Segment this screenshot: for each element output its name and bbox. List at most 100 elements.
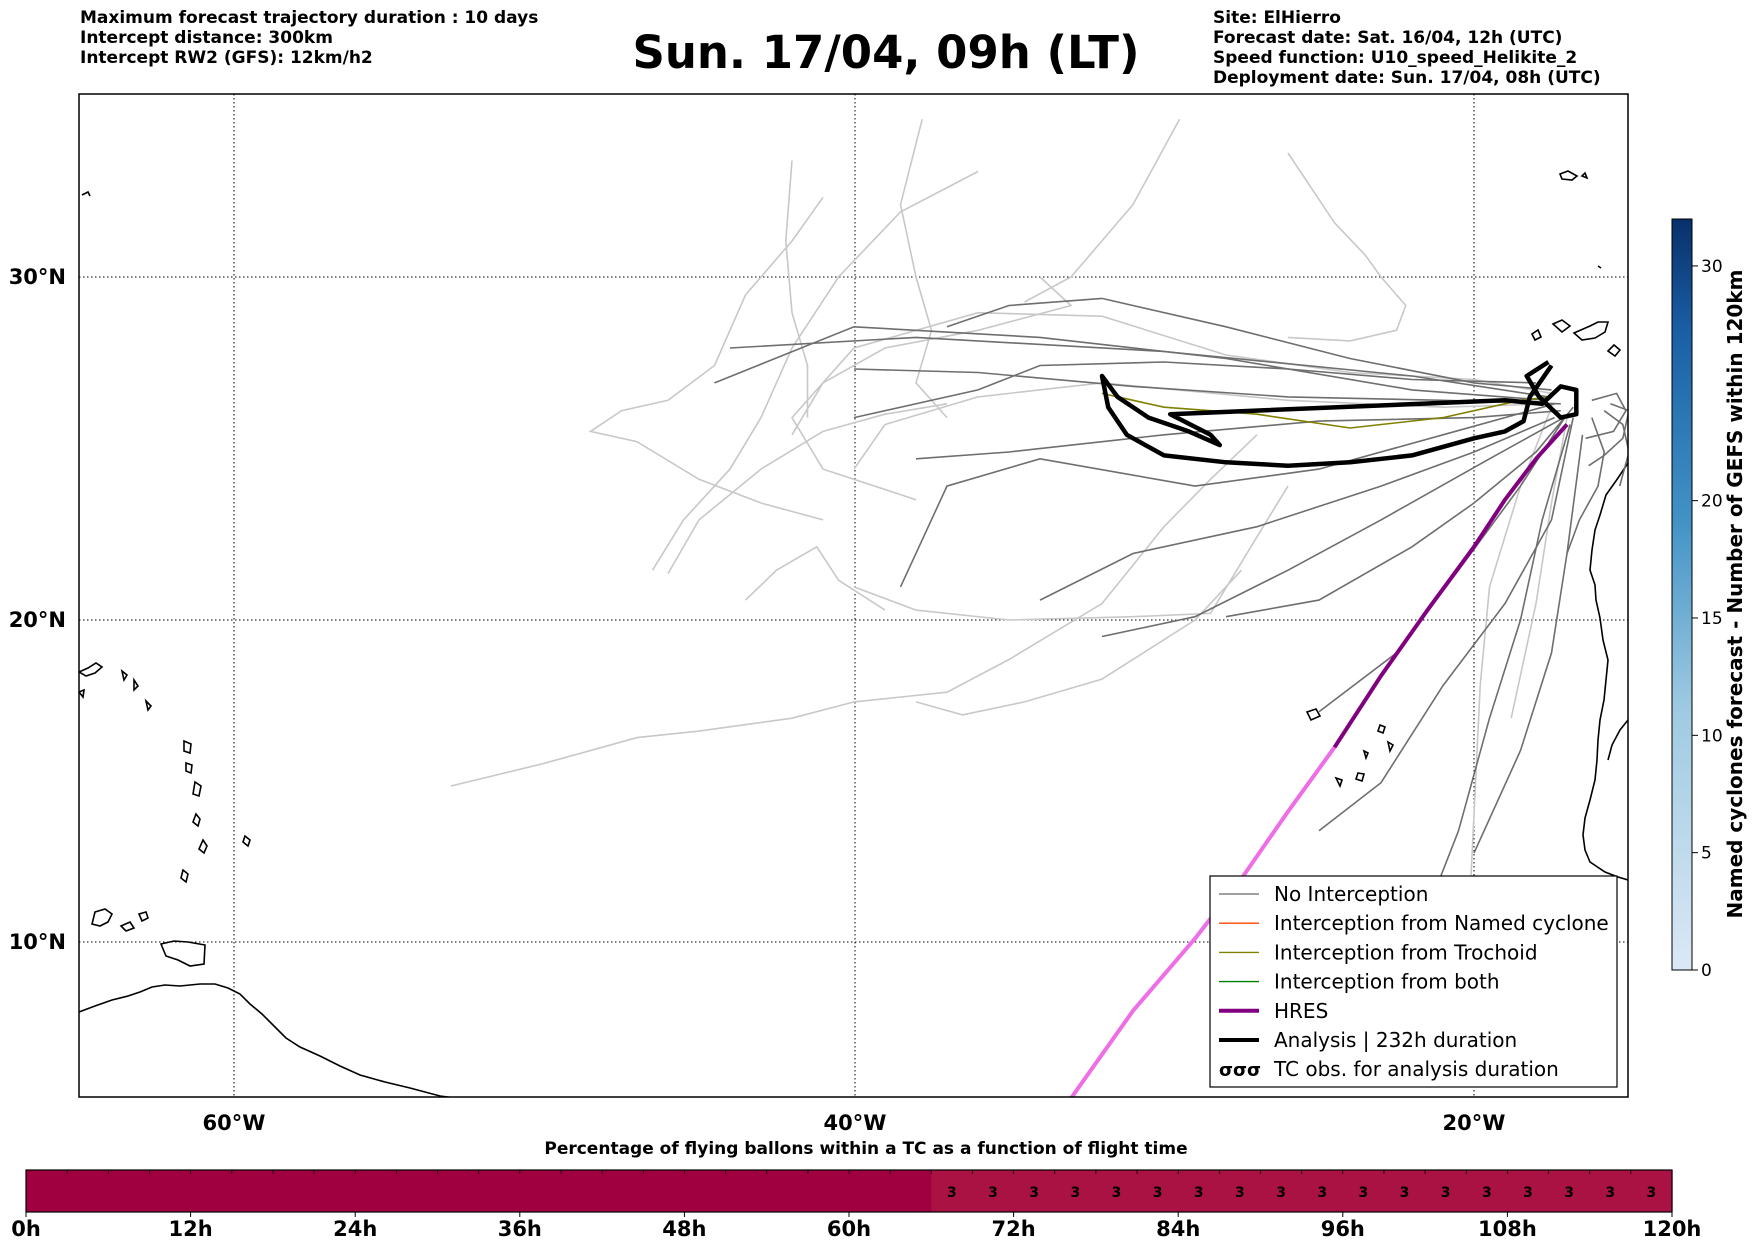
colorbar-tick-5: 30 (1701, 257, 1723, 277)
flight-bar-cell-11 (478, 1170, 521, 1212)
flight-bar-value-39: 3 (1647, 1185, 1657, 1201)
flight-bar-cell-31 (1301, 1170, 1344, 1212)
flight-bar-cell-3 (149, 1170, 192, 1212)
colorbar-gradient (1671, 218, 1693, 971)
trajectory-dark-4 (714, 325, 1549, 402)
trajectory-dark-1 (946, 297, 1552, 391)
lesser-antilles-coast (180, 739, 251, 884)
trajectory-dark-11 (1318, 417, 1574, 832)
flight-bar-cell-37 (1548, 1170, 1591, 1212)
legend-item-2: Interception from Trochoid (1219, 940, 1538, 964)
flight-bar-cell-25 (1054, 1170, 1097, 1212)
flight-bar-value-30: 3 (1276, 1185, 1286, 1201)
colorbar-tick-2: 10 (1701, 726, 1723, 746)
flight-bar-cell-14 (602, 1170, 644, 1212)
trajectory-dark-14 (1566, 417, 1606, 554)
flight-bar-cell-10 (437, 1170, 480, 1212)
flight-time-bar-title: Percentage of flying ballons within a TC… (544, 1139, 1187, 1159)
trajectory-light-5 (784, 160, 809, 418)
flight-time-percentage-bar: 3 3 3 3 3 3 3 3 3 3 3 3 3 3 3 3 3 3 (25, 1169, 1673, 1213)
trajectory-light-12 (667, 403, 948, 574)
x-tick-60w: 60°W (203, 1111, 266, 1135)
trajectory-duration-text: Maximum forecast trajectory duration : 1… (80, 8, 539, 28)
flight-bar-tick-1: 12h (169, 1217, 213, 1241)
flight-bar-cell-29 (1219, 1170, 1262, 1212)
flight-bar-tick-4: 48h (662, 1217, 706, 1241)
header-left-info: Maximum forecast trajectory duration : 1… (80, 8, 538, 68)
flight-bar-value-22: 3 (947, 1185, 957, 1201)
legend-label-5: Analysis | 232h duration (1274, 1028, 1517, 1052)
x-tick-40w: 40°W (824, 1111, 887, 1135)
legend-label-0: No Interception (1274, 882, 1428, 906)
legend-label-6: TC obs. for analysis duration (1273, 1057, 1559, 1081)
legend-label-4: HRES (1274, 999, 1328, 1023)
colorbar-ticks: 0 5 10 15 20 30 (1692, 257, 1723, 981)
trajectory-dark-8 (1101, 416, 1565, 638)
legend-item-1: Interception from Named cyclone (1219, 911, 1609, 935)
flight-bar-cell-16 (684, 1170, 727, 1212)
leeward-islands-coast (91, 908, 149, 932)
trajectory-dark-3 (915, 409, 1561, 460)
flight-bar-value-35: 3 (1482, 1185, 1492, 1201)
hres-trajectory (1332, 423, 1569, 749)
flight-bar-cell-34 (1425, 1170, 1467, 1212)
colorbar-label: Named cyclones forecast - Number of GEFS… (1723, 270, 1747, 919)
madeira-coast (1558, 170, 1589, 181)
africa-coast (1582, 462, 1628, 881)
trajectory-light-3 (1024, 118, 1181, 303)
site-text: Site: ElHierro (1213, 8, 1341, 28)
flight-bar-tick-10: 120h (1643, 1217, 1702, 1241)
trajectory-dark-6 (1039, 416, 1555, 601)
trajectory-dark-16 (1588, 403, 1628, 467)
flight-bar-cell-39 (1630, 1170, 1673, 1212)
legend-box (1209, 875, 1618, 1088)
analysis-trajectory (1099, 360, 1579, 468)
south-america-coast (79, 983, 454, 1097)
flight-bar-tick-8: 96h (1321, 1217, 1365, 1241)
chart-title: Sun. 17/04, 09h (LT) (632, 26, 1140, 79)
flight-bar-tick-7: 84h (1156, 1217, 1200, 1241)
trajectory-light-2 (1287, 152, 1407, 342)
azores-speck (1597, 265, 1602, 269)
cape-verde-coast (1305, 708, 1395, 789)
legend-label-1: Interception from Named cyclone (1274, 911, 1609, 935)
trajectory-dark-7 (1225, 406, 1574, 618)
flight-bar-cell-21 (890, 1170, 932, 1212)
flight-bar-tick-3: 36h (498, 1217, 542, 1241)
flight-time-tick-labels: 0h 12h 24h 36h 48h 60h 72h 84h 96h 108h 120h (11, 1212, 1701, 1241)
flight-bar-cell-35 (1466, 1170, 1508, 1212)
legend-item-4: HRES (1219, 999, 1328, 1023)
flight-bar-value-33: 3 (1400, 1185, 1410, 1201)
flight-bar-value-29: 3 (1235, 1185, 1245, 1201)
colorbar-tick-4: 20 (1701, 492, 1723, 512)
legend-label-2: Interception from Trochoid (1274, 940, 1538, 964)
y-tick-20n: 20°N (9, 608, 66, 632)
trajectory-light-6 (651, 170, 979, 571)
flight-bar-value-26: 3 (1112, 1185, 1122, 1201)
flight-bar-value-23: 3 (988, 1185, 998, 1201)
flight-bar-cell-27 (1137, 1170, 1179, 1212)
flight-bar-cell-26 (1095, 1170, 1138, 1212)
legend-item-3: Interception from both (1219, 970, 1500, 994)
flight-bar-cell-28 (1178, 1170, 1220, 1212)
legend-symbol-tc-obs: σσσ (1219, 1060, 1261, 1081)
flight-bar-cell-20 (849, 1170, 891, 1212)
colorbar-tick-1: 5 (1701, 844, 1712, 864)
flight-bar-tick-0: 0h (11, 1217, 41, 1241)
trajectory-dark-0 (853, 361, 1537, 419)
flight-bar-cell-1 (67, 1170, 109, 1212)
x-tick-20w: 20°W (1443, 1111, 1506, 1135)
flight-bar-value-37: 3 (1564, 1185, 1574, 1201)
flight-bar-tick-9: 108h (1478, 1217, 1537, 1241)
flight-bar-cell-13 (560, 1170, 603, 1212)
flight-bar-tick-2: 24h (333, 1217, 377, 1241)
chart-legend: No Interception Interception from Named c… (1209, 875, 1618, 1088)
flight-bar-cell-38 (1589, 1170, 1632, 1212)
flight-bar-cell-36 (1507, 1170, 1550, 1212)
trajectory-light-7 (588, 196, 824, 521)
map-y-tick-labels: 30°N 20°N 10°N (9, 265, 66, 954)
flight-bar-cell-2 (108, 1170, 151, 1212)
flight-bar-cell-12 (519, 1170, 562, 1212)
intercept-distance-text: Intercept distance: 300km (80, 28, 333, 48)
trajectory-light-9 (853, 485, 1289, 621)
